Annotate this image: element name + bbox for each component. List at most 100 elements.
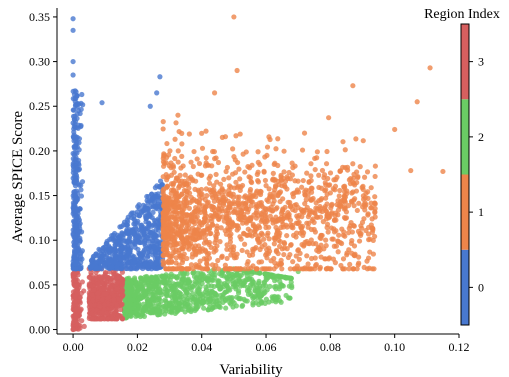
- data-point-region-1: [162, 240, 169, 246]
- data-point-region-1: [228, 252, 234, 258]
- y-tick-label: 0.35: [29, 10, 50, 24]
- data-point-region-1: [242, 266, 248, 272]
- data-point-region-1: [356, 254, 362, 260]
- data-point-region-1: [338, 203, 344, 209]
- data-point-region-1: [275, 136, 281, 142]
- data-point-region-0: [76, 162, 82, 168]
- data-point-region-0: [132, 232, 138, 239]
- data-point-region-0: [73, 198, 79, 204]
- data-point-region-1: [354, 207, 360, 214]
- data-point-region-1: [369, 229, 375, 235]
- data-point-region-1: [211, 198, 217, 204]
- data-point-region-3: [73, 313, 79, 319]
- data-point-region-1: [340, 139, 346, 145]
- data-point-region-0: [121, 222, 127, 228]
- data-point-region-1: [221, 194, 227, 200]
- data-point-region-0: [126, 235, 133, 241]
- data-point-region-1: [290, 225, 296, 231]
- data-point-region-0: [118, 239, 124, 245]
- data-point-region-2: [184, 283, 190, 290]
- data-point-region-1: [209, 262, 216, 268]
- data-point-region-3: [118, 307, 124, 313]
- data-point-region-1: [324, 148, 330, 155]
- data-point-region-1: [346, 266, 352, 272]
- data-point-region-2: [151, 292, 157, 298]
- data-point-region-1: [312, 255, 318, 261]
- data-point-region-1: [160, 126, 166, 132]
- data-point-region-1: [211, 214, 217, 220]
- data-point-region-3: [97, 274, 103, 280]
- data-point-region-1: [364, 169, 371, 175]
- data-point-region-1: [322, 204, 328, 210]
- data-point-region-1: [219, 253, 225, 259]
- data-point-region-0: [126, 254, 132, 260]
- data-point-region-1: [347, 261, 353, 268]
- data-point-region-2: [236, 288, 242, 294]
- data-point-region-2: [165, 288, 171, 294]
- data-point-region-1: [273, 146, 279, 152]
- colorbar: 0 1 2 3: [460, 23, 484, 326]
- data-point-region-1: [188, 159, 194, 165]
- data-point-region-1: [271, 255, 277, 262]
- data-point-region-1: [257, 224, 263, 231]
- data-point-region-1: [264, 144, 271, 150]
- data-point-region-0: [155, 227, 161, 233]
- data-point-region-1: [163, 209, 170, 215]
- data-point-region-1: [265, 266, 272, 272]
- data-point-region-3: [87, 282, 93, 288]
- data-point-region-1: [271, 266, 277, 272]
- data-point-region-1: [392, 126, 398, 133]
- data-point-region-1: [224, 242, 230, 248]
- data-point-region-3: [111, 297, 117, 303]
- data-point-region-1: [179, 178, 185, 184]
- data-point-region-3: [89, 307, 96, 313]
- data-point-region-2: [175, 289, 181, 295]
- data-point-region-1: [302, 201, 308, 207]
- data-point-region-1: [231, 14, 237, 20]
- data-point-region-3: [115, 312, 122, 319]
- data-point-region-1: [168, 190, 174, 196]
- data-point-region-1: [192, 220, 198, 227]
- data-point-region-2: [236, 279, 243, 285]
- data-point-region-1: [255, 169, 261, 175]
- data-point-region-1: [242, 169, 248, 175]
- data-point-region-2: [144, 308, 150, 315]
- data-point-region-1: [243, 220, 250, 226]
- data-point-region-1: [361, 174, 368, 180]
- data-point-region-1: [277, 198, 283, 205]
- data-point-region-1: [367, 236, 373, 242]
- data-point-region-1: [341, 206, 347, 212]
- data-point-region-2: [138, 278, 144, 285]
- data-point-region-1: [201, 230, 207, 236]
- data-point-region-1: [300, 177, 306, 184]
- data-point-region-0: [135, 238, 141, 245]
- data-point-region-3: [114, 286, 120, 292]
- data-point-region-1: [323, 195, 329, 201]
- data-point-region-2: [166, 300, 173, 307]
- data-point-region-1: [218, 225, 224, 231]
- data-point-region-0: [128, 228, 134, 234]
- data-point-region-1: [234, 194, 240, 200]
- data-point-region-1: [259, 266, 265, 272]
- data-point-region-0: [121, 254, 127, 261]
- data-point-region-1: [160, 226, 166, 232]
- data-point-region-1: [237, 131, 243, 137]
- data-point-region-1: [275, 162, 281, 169]
- data-point-region-1: [224, 255, 230, 262]
- data-point-region-0: [70, 16, 76, 22]
- data-point-region-0: [73, 166, 79, 172]
- data-point-region-0: [138, 222, 144, 229]
- data-point-region-1: [257, 191, 264, 198]
- data-point-region-2: [222, 290, 228, 296]
- data-point-region-1: [351, 203, 357, 209]
- data-point-region-1: [223, 168, 229, 175]
- data-point-region-1: [362, 200, 368, 206]
- data-point-region-1: [190, 163, 196, 170]
- data-point-region-1: [261, 168, 267, 174]
- data-point-region-1: [172, 249, 178, 255]
- data-point-region-1: [342, 147, 348, 153]
- data-point-region-1: [359, 184, 365, 191]
- data-point-region-1: [221, 218, 227, 224]
- data-point-region-2: [232, 282, 238, 288]
- data-point-region-1: [219, 134, 225, 140]
